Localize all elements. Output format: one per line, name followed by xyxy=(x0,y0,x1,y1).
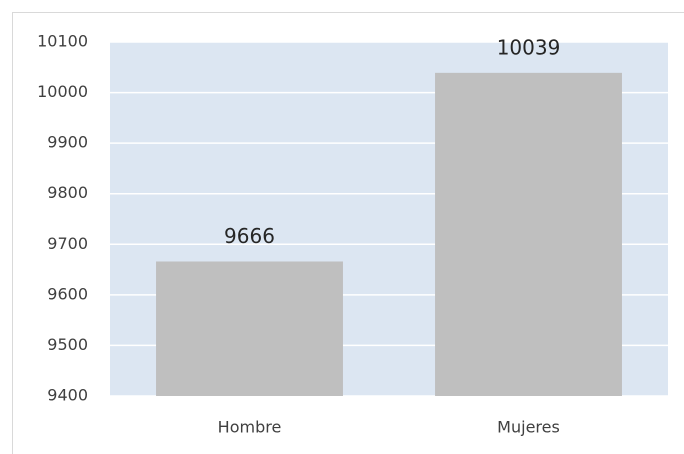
y-tick-label: 9700 xyxy=(47,234,88,253)
bar xyxy=(435,72,622,396)
data-label: 9666 xyxy=(224,224,275,248)
y-tick-label: 10000 xyxy=(37,82,88,101)
y-tick-label: 9500 xyxy=(47,335,88,354)
y-tick-label: 9800 xyxy=(47,183,88,202)
data-label: 10039 xyxy=(497,35,561,59)
y-tick-label: 9400 xyxy=(47,386,88,405)
y-tick-label: 10100 xyxy=(37,32,88,51)
x-tick-label: Hombre xyxy=(218,418,282,437)
y-tick-label: 9600 xyxy=(47,284,88,303)
bar xyxy=(156,261,343,396)
y-tick-label: 9900 xyxy=(47,133,88,152)
chart-border xyxy=(12,12,684,454)
x-tick-label: Mujeres xyxy=(497,418,560,437)
